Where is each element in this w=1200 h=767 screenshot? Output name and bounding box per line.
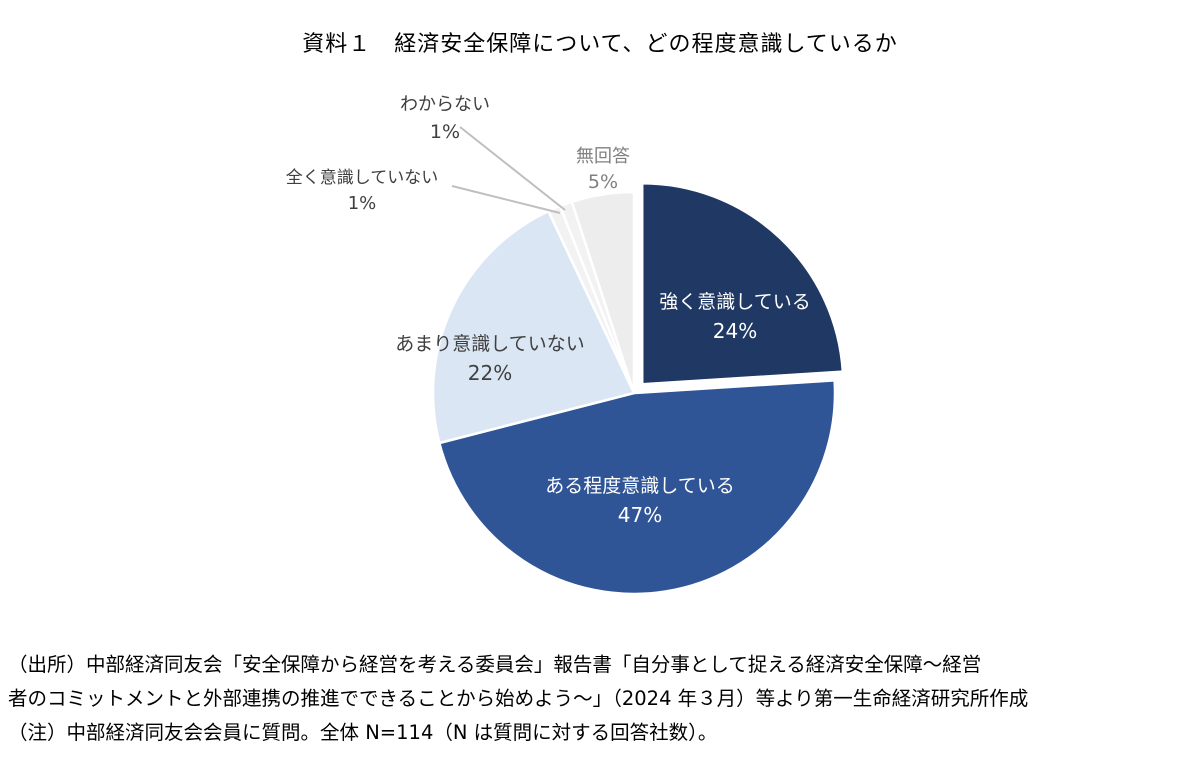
slice-value-1: 24% xyxy=(713,319,757,343)
chart-title: 資料１ 経済安全保障について、どの程度意識しているか xyxy=(302,32,898,57)
pie-slice-2 xyxy=(438,379,837,596)
slice-label-6: 無回答 xyxy=(576,146,630,167)
slice-value-4: 1% xyxy=(348,193,377,214)
pie-chart: 強く意識している 24% ある程度意識している 47% あまり意識していない 22% 全く意… xyxy=(286,94,845,596)
source-notes: （出所）中部経済同友会「安全保障から経営を考える委員会」報告書「自分事として捉え… xyxy=(8,648,1196,750)
slice-label-1: 強く意識している xyxy=(659,291,810,313)
slice-label-4: 全く意識していない xyxy=(286,168,439,188)
note-line-3: （注）中部経済同友会会員に質問。全体 N=114（N は質問に対する回答社数）。 xyxy=(8,721,718,744)
pie-slice-3 xyxy=(431,209,636,445)
slice-labels: 強く意識している 24% ある程度意識している 47% あまり意識していない 22% 全く意… xyxy=(286,94,811,527)
pie-slices xyxy=(431,182,845,596)
slice-value-5: 1% xyxy=(430,121,460,143)
leader-lines xyxy=(451,126,566,214)
source-note-line-2: 者のコミットメントと外部連携の推進でできることから始めよう～」（2024 年３月… xyxy=(8,687,1029,710)
slice-value-2: 47% xyxy=(618,503,662,527)
slice-label-3: あまり意識していない xyxy=(395,333,584,355)
slice-value-3: 22% xyxy=(468,361,512,385)
pie-slice-1 xyxy=(640,182,845,386)
source-note-line-1: （出所）中部経済同友会「安全保障から経営を考える委員会」報告書「自分事として捉え… xyxy=(8,653,982,676)
pie-slice-6 xyxy=(570,190,636,395)
slice-label-5: わからない xyxy=(400,94,490,115)
slice-label-2: ある程度意識している xyxy=(545,475,734,497)
leader-line-4 xyxy=(451,185,561,214)
slice-value-6: 5% xyxy=(588,171,618,193)
leader-line-5 xyxy=(459,126,566,211)
